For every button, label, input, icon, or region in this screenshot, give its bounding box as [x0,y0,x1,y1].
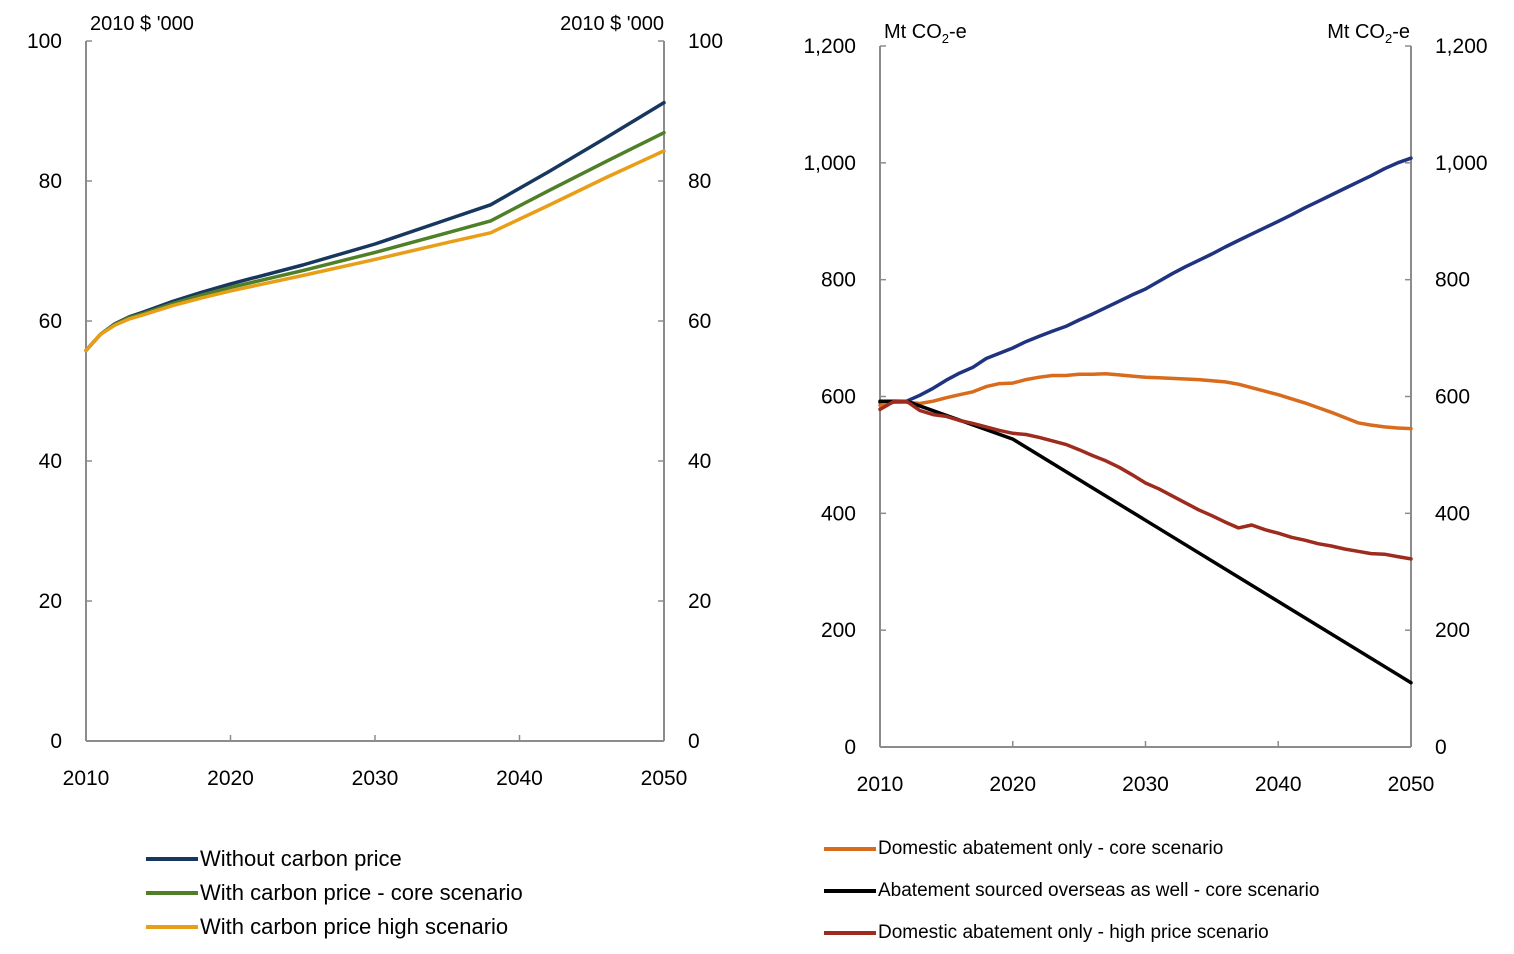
y-tick-label-left: 60 [39,310,62,333]
legend-label: With carbon price - core scenario [200,880,523,905]
legend-label: Without carbon price [200,846,402,871]
y-tick-label-right: 800 [1435,269,1470,292]
x-tick-label: 2030 [1122,773,1169,796]
legend-label: Abatement sourced overseas as well - cor… [878,880,1320,901]
legend-income: Without carbon price With carbon price -… [146,842,523,944]
y-tick-label-left: 80 [39,170,62,193]
legend-item: With carbon price high scenario [146,910,523,944]
series-line-2 [84,130,666,353]
legend-item: Abatement sourced overseas as well - cor… [824,870,1319,912]
left-unit-label: Mt CO2-e [884,21,967,46]
legend-swatch [824,847,876,851]
y-tick-label-left: 800 [821,269,856,292]
x-tick-label: 2010 [63,767,110,790]
y-tick-label-right: 100 [688,30,723,53]
x-tick-label: 2050 [641,767,688,790]
right-unit-label: 2010 $ '000 [560,13,664,35]
left-unit-label: 2010 $ '000 [90,13,194,35]
legend-swatch [824,931,876,935]
x-tick-label: 2020 [989,773,1036,796]
y-tick-label-right: 0 [688,730,700,753]
y-tick-label-right: 80 [688,170,711,193]
legend-label: Domestic abatement only - core scenario [878,838,1224,859]
y-tick-label-left: 1,200 [803,35,856,58]
series-line-2 [878,371,1413,431]
y-tick-label-right: 200 [1435,619,1470,642]
legend-swatch [146,925,198,929]
y-tick-label-right: 40 [688,450,711,473]
y-tick-label-right: 0 [1435,736,1447,759]
series-line-1 [84,100,666,353]
series-line-1 [878,156,1413,405]
y-tick-label-left: 400 [821,502,856,525]
x-tick-label: 2040 [1255,773,1302,796]
legend-item: Without carbon price [146,842,523,876]
y-tick-label-right: 20 [688,590,711,613]
series-line-4 [878,399,1413,561]
legend-item: With carbon price - core scenario [146,876,523,910]
y-tick-label-left: 40 [39,450,62,473]
y-tick-label-left: 1,000 [803,152,856,175]
legend-swatch [824,889,876,893]
x-tick-label: 2020 [207,767,254,790]
y-tick-label-right: 600 [1435,386,1470,409]
y-tick-label-right: 60 [688,310,711,333]
series-line-3 [84,149,666,353]
legend-item: Domestic abatement only - core scenario [824,828,1319,870]
y-tick-label-left: 20 [39,590,62,613]
y-tick-label-left: 0 [50,730,62,753]
x-tick-label: 2040 [496,767,543,790]
legend-emissions: Domestic abatement only - core scenario … [824,828,1319,954]
x-tick-label: 2030 [352,767,399,790]
y-tick-label-left: 100 [27,30,62,53]
y-tick-label-left: 200 [821,619,856,642]
x-tick-label: 2010 [857,773,904,796]
y-tick-label-right: 400 [1435,502,1470,525]
legend-label: Domestic abatement only - high price sce… [878,922,1269,943]
y-tick-label-right: 1,200 [1435,35,1488,58]
y-tick-label-left: 0 [844,736,856,759]
right-unit-label: Mt CO2-e [1327,21,1410,46]
series-line-3 [878,399,1413,685]
legend-swatch [146,857,198,861]
legend-item: Domestic abatement only - high price sce… [824,912,1319,954]
legend-swatch [146,891,198,895]
emissions-chart: Mt CO2-e Mt CO2-e 0 0 200 200 400 400 600 600 80… [803,21,1487,796]
legend-label: With carbon price high scenario [200,914,509,939]
y-tick-label-left: 600 [821,386,856,409]
x-tick-label: 2050 [1388,773,1435,796]
y-tick-label-right: 1,000 [1435,152,1488,175]
